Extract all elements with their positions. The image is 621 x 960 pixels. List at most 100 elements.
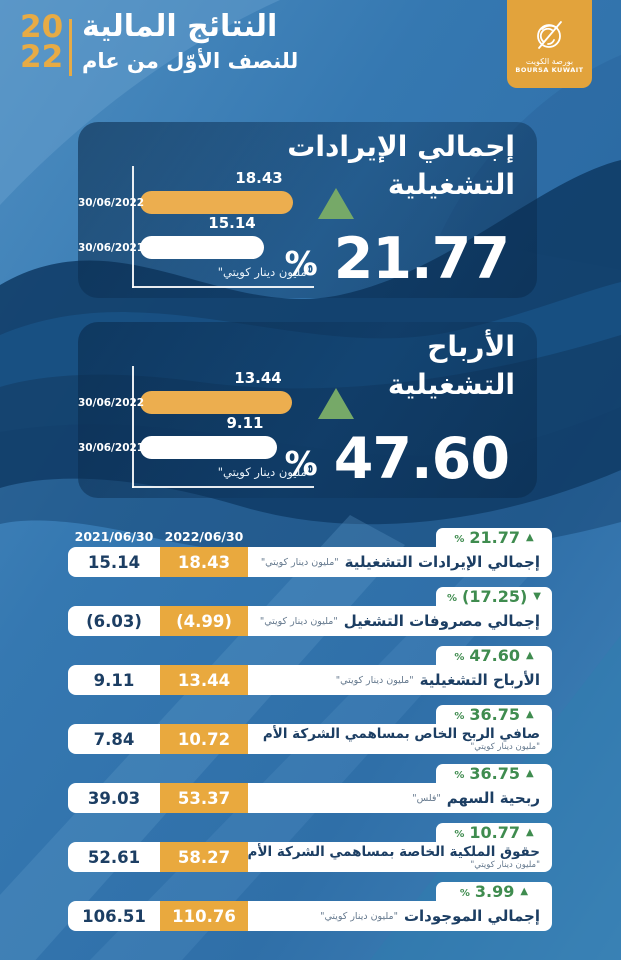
bar-label-2022: 30/06/2022 <box>78 197 145 209</box>
change-percentage: % 21.77 <box>284 225 510 292</box>
value-2022-cell: 53.37 <box>160 783 248 813</box>
percent-sign: % <box>454 651 465 663</box>
change-badge: % (17.25) ▼ <box>436 587 552 606</box>
change-percent-value: 3.99 <box>474 881 515 901</box>
card-title: الأرباح التشغيلية <box>388 328 515 404</box>
bar-label-2021: 30/06/2021 <box>78 442 145 454</box>
bar-value-2022: 18.43 <box>235 169 283 187</box>
bar-value-2021: 15.14 <box>208 214 256 232</box>
change-badge: % 47.60 ▲ <box>436 646 552 665</box>
chart-unit-label: "مليون دينار كويتي" <box>217 465 312 479</box>
change-direction-icon: ▲ <box>525 531 534 543</box>
change-percent-value: 36.75 <box>469 704 520 724</box>
table-row: % 36.75 ▲ 39.03 53.37 ربحية السهم "فلس" <box>68 764 552 813</box>
change-badge: % 3.99 ▲ <box>436 882 552 901</box>
change-percent-value: 47.60 <box>469 645 520 665</box>
bar-2021 <box>140 236 264 259</box>
change-direction-icon: ▼ <box>533 590 541 602</box>
page-header: النتائج المالية للنصف الأوّل من عام <box>82 7 298 75</box>
table-row: % 3.99 ▲ 106.51 110.76 إجمالي الموجودات … <box>68 882 552 931</box>
change-badge: % 36.75 ▲ <box>436 705 552 724</box>
operating-revenues-card: إجمالي الإيرادات التشغيلية 18.43 30/06/2… <box>78 122 537 298</box>
row-label-group: ربحية السهم "فلس" <box>248 783 552 813</box>
value-2022-cell: 10.72 <box>160 724 248 754</box>
percent-sign: % <box>284 444 318 483</box>
change-percent-value: 21.77 <box>469 527 520 547</box>
year-bottom: 22 <box>20 39 64 75</box>
value-2021-cell: 7.84 <box>93 729 135 749</box>
row-unit: "مليون دينار كويتي" <box>259 615 338 627</box>
change-badge: % 36.75 ▲ <box>436 764 552 783</box>
column-header-2021: 2021/06/30 <box>74 529 154 544</box>
change-percentage: % 47.60 <box>284 425 510 492</box>
increase-triangle-icon <box>318 188 354 219</box>
card-title-line1: الأرباح <box>427 330 515 363</box>
table-row-values: 52.61 58.27 حقوق الملكية الخاصة بمساهمي … <box>68 842 552 872</box>
page-subtitle: للنصف الأوّل من عام <box>82 49 299 73</box>
column-header-2022: 2022/06/30 <box>164 529 244 544</box>
value-2022-cell: 18.43 <box>160 547 248 577</box>
table-row: % 21.77 ▲ 15.14 18.43 إجمالي الإيرادات ا… <box>68 528 552 577</box>
change-direction-icon: ▲ <box>525 708 534 720</box>
row-unit: "مليون دينار كويتي" <box>470 741 540 752</box>
table-row-values: (6.03) (4.99) إجمالي مصروفات التشغيل "مل… <box>68 606 552 636</box>
bar-2022 <box>140 191 293 214</box>
logo-arabic-text: بورصة الكويت <box>525 56 574 66</box>
row-label-group: إجمالي الإيرادات التشغيلية "مليون دينار … <box>248 547 552 577</box>
value-2021-cell: (6.03) <box>86 611 142 631</box>
row-unit: "مليون دينار كويتي" <box>470 859 540 870</box>
percent-sign: % <box>454 769 465 781</box>
value-2022-cell: (4.99) <box>160 606 248 636</box>
value-2021-cell: 52.61 <box>87 847 141 867</box>
page-title: النتائج المالية <box>82 9 278 44</box>
results-table: 2021/06/30 2022/06/30 % 21.77 ▲ 15.14 18… <box>68 528 552 948</box>
table-row: % 47.60 ▲ 9.11 13.44 الأرباح التشغيلية "… <box>68 646 552 695</box>
card-title: إجمالي الإيرادات التشغيلية <box>287 128 515 204</box>
row-label: ربحية السهم <box>446 789 540 807</box>
operating-profits-card: الأرباح التشغيلية 13.44 30/06/2022 9.11 … <box>78 322 537 498</box>
change-direction-icon: ▲ <box>525 767 534 779</box>
row-label: إجمالي الموجودات <box>403 907 540 925</box>
percent-sign: % <box>454 710 465 722</box>
value-2021-cell: 15.14 <box>87 552 141 572</box>
card-title-line1: إجمالي الإيرادات <box>287 130 515 163</box>
row-label: الأرباح التشغيلية <box>419 671 540 689</box>
row-label-group: صافي الربح الخاص بمساهمي الشركة الأم "مل… <box>248 724 552 754</box>
value-2022-cell: 13.44 <box>160 665 248 695</box>
change-percent-value: (17.25) <box>462 586 528 606</box>
value-2022-cell: 58.27 <box>160 842 248 872</box>
boursa-kuwait-logo: بورصة الكويت BOURSA KUWAIT <box>507 0 592 88</box>
table-row-values: 39.03 53.37 ربحية السهم "فلس" <box>68 783 552 813</box>
table-row-values: 106.51 110.76 إجمالي الموجودات "مليون دي… <box>68 901 552 931</box>
bar-value-2021: 9.11 <box>226 414 264 432</box>
table-row-values: 9.11 13.44 الأرباح التشغيلية "مليون دينا… <box>68 665 552 695</box>
change-direction-icon: ▲ <box>525 826 534 838</box>
row-label: إجمالي مصروفات التشغيل <box>343 612 540 630</box>
row-unit: "فلس" <box>412 792 441 804</box>
value-2021-cell: 106.51 <box>82 906 146 926</box>
value-2021-cell: 9.11 <box>93 670 135 690</box>
chart-y-axis <box>132 366 134 488</box>
change-badge: % 10.77 ▲ <box>436 823 552 842</box>
chart-x-axis <box>132 286 314 288</box>
year-top: 20 <box>20 9 64 45</box>
bar-value-2022: 13.44 <box>234 369 282 387</box>
row-unit: "مليون دينار كويتي" <box>335 674 414 686</box>
row-label-group: إجمالي مصروفات التشغيل "مليون دينار كويت… <box>248 606 552 636</box>
row-label: إجمالي الإيرادات التشغيلية <box>344 553 540 571</box>
percent-sign: % <box>284 244 318 283</box>
row-label-group: الأرباح التشغيلية "مليون دينار كويتي" <box>248 665 552 695</box>
chart-unit-label: "مليون دينار كويتي" <box>217 265 312 279</box>
card-title-line2: التشغيلية <box>387 168 515 201</box>
table-row: % (17.25) ▼ (6.03) (4.99) إجمالي مصروفات… <box>68 587 552 636</box>
value-2021-cell: 39.03 <box>87 788 141 808</box>
logo-english-text: BOURSA KUWAIT <box>515 65 584 74</box>
row-label-group: حقوق الملكية الخاصة بمساهمي الشركة الأم … <box>248 842 552 872</box>
card-title-line2: التشغيلية <box>387 368 515 401</box>
percent-sign: % <box>454 828 465 840</box>
percent-value: 21.77 <box>333 225 510 292</box>
change-direction-icon: ▲ <box>520 885 529 897</box>
value-2022-cell: 110.76 <box>160 901 248 931</box>
percent-value: 47.60 <box>333 425 510 492</box>
